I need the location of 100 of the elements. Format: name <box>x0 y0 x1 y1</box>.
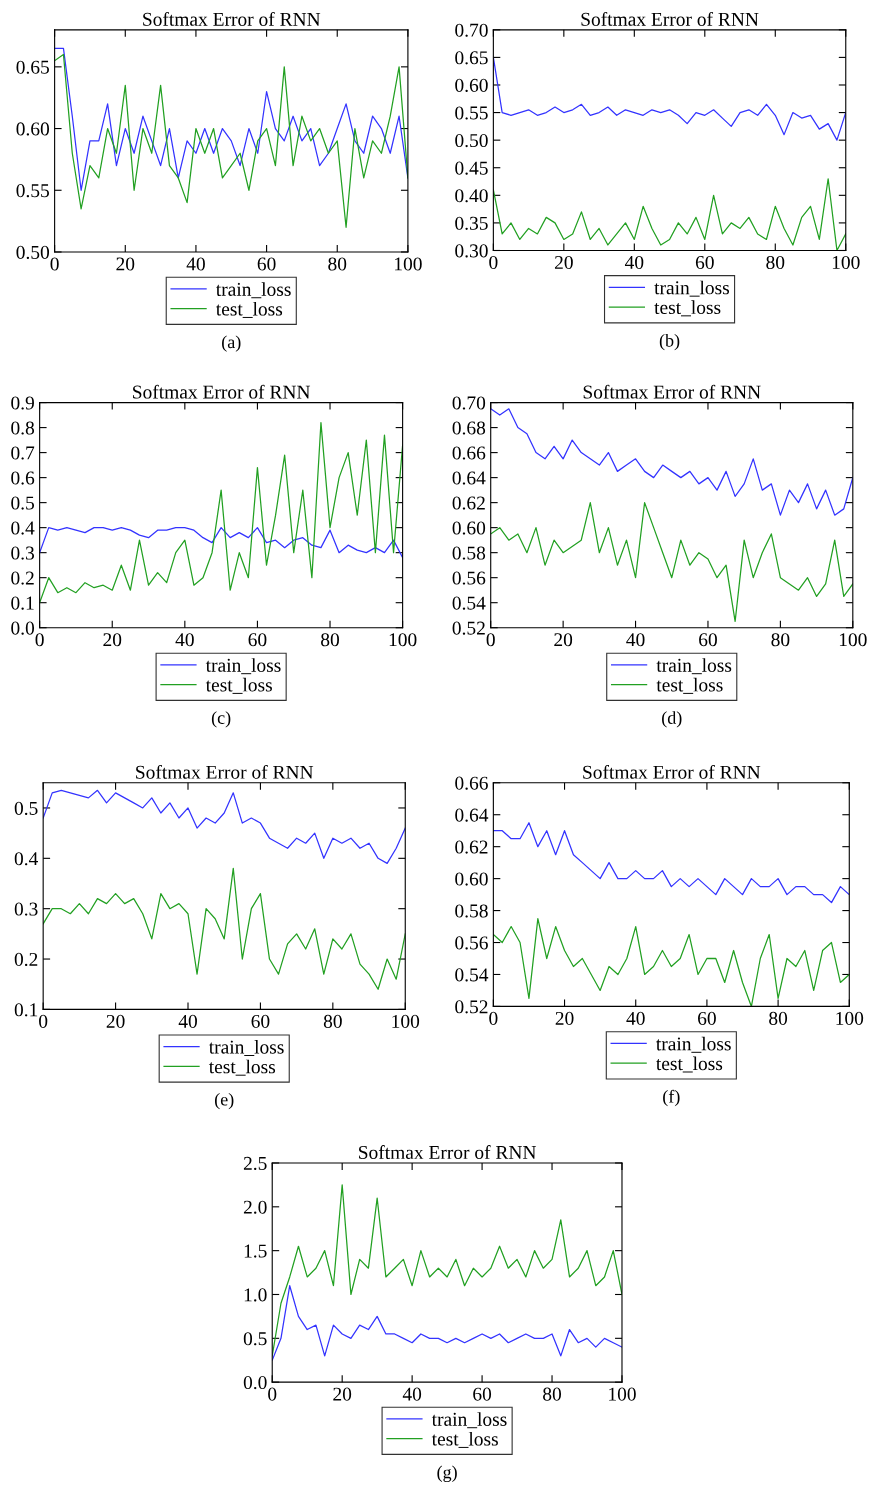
y-tick-label: 0.1 <box>11 596 34 610</box>
x-tick-label: 20 <box>106 1014 125 1028</box>
y-tick-label: 0.54 <box>452 596 486 610</box>
legend-label: test_loss <box>656 1056 723 1073</box>
chart-title: Softmax Error of RNN <box>136 764 314 779</box>
chart-title: Softmax Error of RNN <box>583 384 761 399</box>
text: (b) <box>659 333 680 351</box>
x-tick-label: 0 <box>268 1387 277 1401</box>
x-tick-label: 100 <box>839 633 867 647</box>
y-tick-label: 0.56 <box>452 571 486 585</box>
x-tick-label: 80 <box>543 1387 562 1401</box>
y-tick-label: 0.50 <box>455 133 488 148</box>
y-tick-label: 0.30 <box>455 244 488 258</box>
x-tick-label: 100 <box>395 257 422 271</box>
x-tick-label: 40 <box>626 633 645 647</box>
legend-label: test_loss <box>431 1431 498 1448</box>
y-tick-label: 0.52 <box>455 1000 488 1014</box>
y-tick-label: 0.0 <box>243 1375 267 1390</box>
x-tick-label: 80 <box>328 257 347 271</box>
x-tick-label: 0 <box>39 1014 48 1028</box>
y-tick-label: 0.62 <box>455 840 488 854</box>
x-tick-label: 80 <box>769 1011 788 1025</box>
x-tick-label: 60 <box>473 1387 492 1401</box>
x-tick-label: 100 <box>609 1387 636 1401</box>
text: (a) <box>222 335 241 352</box>
y-tick-label: 0.66 <box>452 446 486 460</box>
chart-title: Softmax Error of RNN <box>359 1145 537 1159</box>
x-tick-label: 60 <box>695 255 714 270</box>
y-tick-label: 0.65 <box>455 51 488 65</box>
y-tick-label: 0.70 <box>455 23 488 37</box>
x-tick-label: 80 <box>323 1014 342 1028</box>
x-tick-label: 80 <box>766 255 785 270</box>
x-tick-label: 40 <box>186 257 205 271</box>
x-tick-label: 20 <box>116 257 135 271</box>
line-series <box>39 527 403 559</box>
x-tick-label: 100 <box>836 1011 864 1025</box>
legend-label: train_loss <box>205 658 281 675</box>
legend-label: test_loss <box>216 301 283 318</box>
x-tick-label: 60 <box>698 1011 716 1025</box>
legend-label: test_loss <box>208 1059 276 1076</box>
line-series <box>490 408 853 516</box>
x-tick-label: 100 <box>392 1014 420 1028</box>
y-tick-label: 0.35 <box>455 216 488 230</box>
y-tick-label: 0.2 <box>14 952 38 967</box>
y-tick-label: 0.9 <box>11 396 34 410</box>
text: (e) <box>214 1092 234 1110</box>
y-tick-label: 0.3 <box>14 902 38 916</box>
x-tick-label: 40 <box>626 1011 645 1025</box>
line-series <box>43 867 406 990</box>
x-tick-label: 100 <box>389 633 417 647</box>
y-tick-label: 0.68 <box>452 421 486 435</box>
y-tick-label: 0.62 <box>452 496 485 510</box>
y-tick-label: 0.60 <box>16 122 50 136</box>
chart-title: Softmax Error of RNN <box>581 11 759 26</box>
legend-label: train_loss <box>216 282 291 299</box>
y-tick-label: 0.60 <box>452 521 486 535</box>
x-tick-label: 60 <box>251 1014 270 1028</box>
y-tick-label: 0.4 <box>14 852 38 866</box>
y-tick-label: 0.65 <box>16 60 49 74</box>
y-tick-label: 0.7 <box>11 446 35 460</box>
y-tick-label: 0.60 <box>455 872 488 886</box>
y-tick-label: 0.6 <box>11 471 35 485</box>
text: (g) <box>437 1465 457 1483</box>
chart-title: Softmax Error of RNN <box>583 764 761 779</box>
y-tick-label: 0.45 <box>455 161 488 175</box>
legend-label: test_loss <box>656 677 723 694</box>
chart-title: Softmax Error of RNN <box>143 11 321 26</box>
x-tick-label: 20 <box>555 1011 574 1025</box>
x-tick-label: 20 <box>333 1387 352 1401</box>
line-series <box>490 502 853 623</box>
x-tick-label: 0 <box>489 1011 498 1025</box>
x-tick-label: 40 <box>178 1014 197 1028</box>
chart-title: Softmax Error of RNN <box>133 384 311 399</box>
x-tick-label: 0 <box>489 255 498 270</box>
y-tick-label: 0.5 <box>11 496 35 510</box>
x-tick-label: 60 <box>699 633 717 647</box>
y-tick-label: 0.5 <box>14 801 38 815</box>
y-tick-label: 0.58 <box>452 546 486 560</box>
y-tick-label: 0.66 <box>455 776 488 790</box>
y-tick-label: 0.60 <box>455 78 488 93</box>
x-tick-label: 80 <box>771 633 790 647</box>
line-series <box>39 421 403 604</box>
y-tick-label: 0.5 <box>243 1332 267 1346</box>
legend-label: test_loss <box>654 300 721 317</box>
line-series <box>43 789 406 864</box>
y-tick-label: 0.4 <box>11 521 35 535</box>
y-tick-label: 1.0 <box>244 1288 267 1302</box>
x-tick-label: 0 <box>486 633 495 647</box>
x-tick-label: 100 <box>832 255 860 270</box>
text: (c) <box>211 711 231 728</box>
x-tick-label: 0 <box>35 633 44 647</box>
line-series <box>54 47 408 191</box>
y-tick-label: 0.52 <box>452 621 485 635</box>
text: (f) <box>663 1089 680 1107</box>
x-tick-label: 40 <box>402 1387 422 1401</box>
legend-label: train_loss <box>431 1412 507 1429</box>
legend-label: train_loss <box>208 1039 284 1056</box>
y-tick-label: 0.56 <box>455 936 488 950</box>
y-tick-label: 0.1 <box>14 1003 38 1017</box>
y-tick-label: 0.50 <box>16 245 50 259</box>
